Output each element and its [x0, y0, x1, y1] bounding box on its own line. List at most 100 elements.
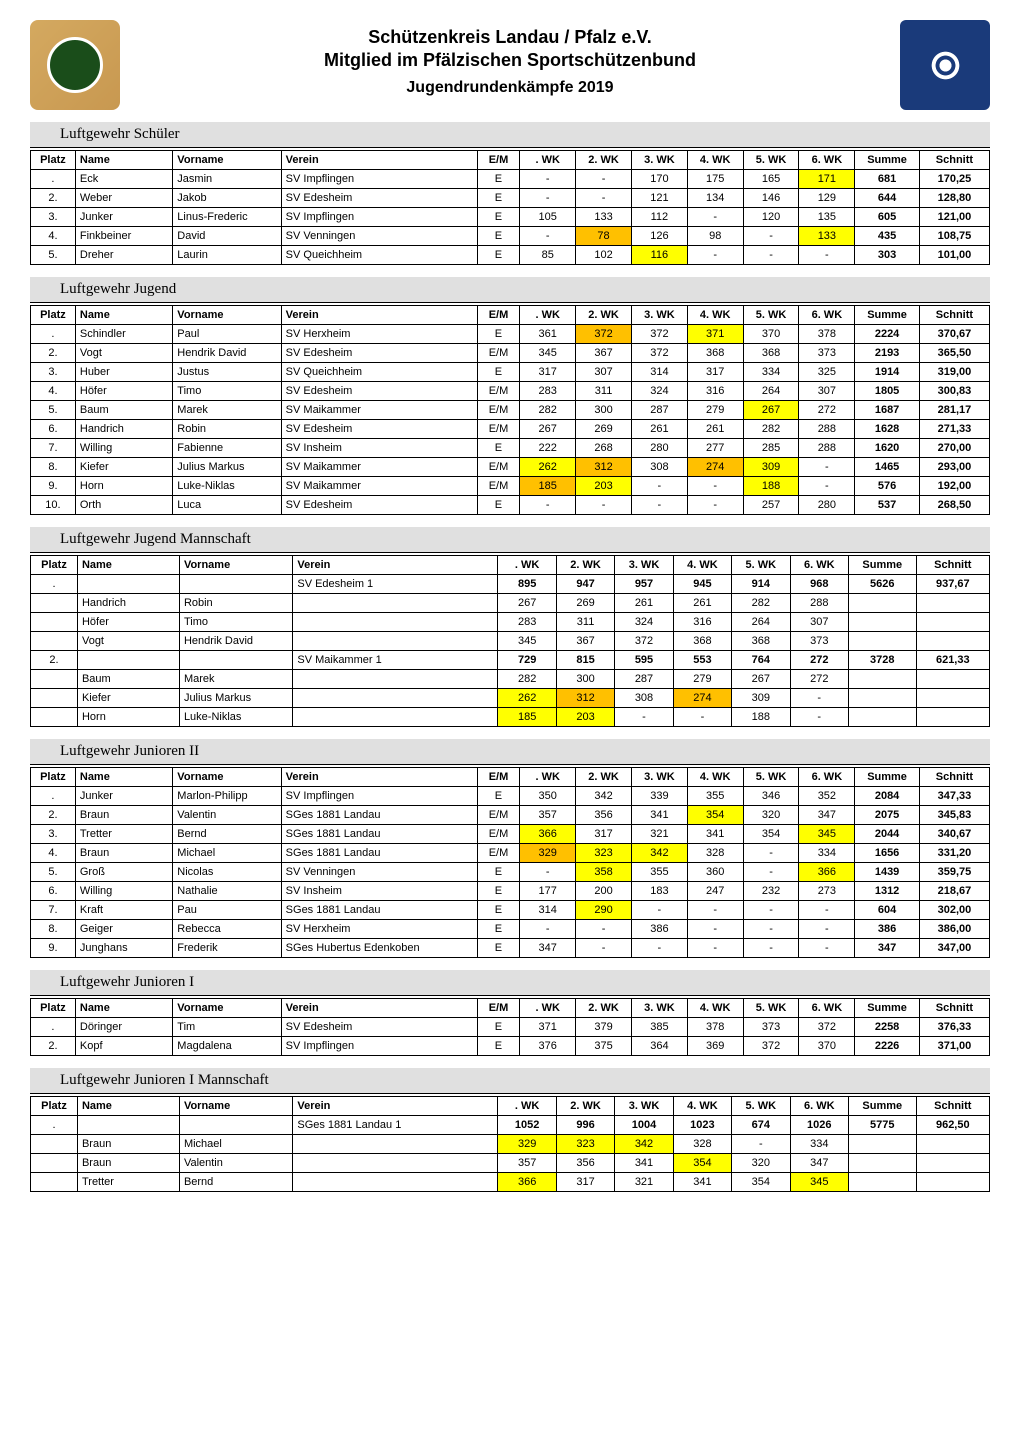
col-vorname: Vorname [179, 556, 292, 575]
cell-wk6: 135 [799, 208, 855, 227]
cell-verein: SV Queichheim [281, 246, 477, 265]
cell-platz: 2. [31, 651, 78, 670]
table-row: 3.JunkerLinus-FredericSV ImpflingenE1051… [31, 208, 990, 227]
col-wk5: 5. WK [743, 999, 799, 1018]
cell-name: Handrich [75, 420, 172, 439]
cell-wk3: - [631, 496, 687, 515]
cell-platz [31, 1154, 78, 1173]
cell-wk1: 262 [520, 458, 576, 477]
cell-schnitt: 359,75 [919, 863, 989, 882]
cell-platz: 9. [31, 477, 76, 496]
col-wk4: 4. WK [687, 768, 743, 787]
cell-wk1: 317 [520, 363, 576, 382]
cell-wk6: 171 [799, 170, 855, 189]
cell-verein [293, 670, 498, 689]
cell-platz: . [31, 1018, 76, 1037]
cell-vorname: Jakob [173, 189, 281, 208]
cell-verein [293, 1173, 498, 1192]
cell-vorname: Bernd [179, 1173, 292, 1192]
table-row: 9.HornLuke-NiklasSV MaikammerE/M185203--… [31, 477, 990, 496]
cell-name: Geiger [75, 920, 172, 939]
cell-em: E [477, 227, 520, 246]
cell-wk2: 375 [576, 1037, 632, 1056]
table-row: 4.FinkbeinerDavidSV VenningenE-7812698-1… [31, 227, 990, 246]
table-row: 3.TretterBerndSGes 1881 LandauE/M3663173… [31, 825, 990, 844]
cell-wk4: 553 [673, 651, 731, 670]
subtitle: Jugendrundenkämpfe 2019 [120, 79, 900, 97]
cell-wk5: 674 [732, 1116, 790, 1135]
cell-name: Kiefer [75, 458, 172, 477]
cell-verein: SGes 1881 Landau [281, 825, 477, 844]
cell-summe: 1465 [855, 458, 920, 477]
cell-name: Höfer [77, 613, 179, 632]
cell-schnitt: 345,83 [919, 806, 989, 825]
cell-em: E/M [477, 806, 520, 825]
cell-verein: SV Impflingen [281, 208, 477, 227]
cell-platz: 3. [31, 208, 76, 227]
col-verein: Verein [281, 999, 477, 1018]
col-wk3: 3. WK [631, 151, 687, 170]
cell-schnitt: 128,80 [919, 189, 989, 208]
cell-name: Baum [77, 670, 179, 689]
table-row: 6.HandrichRobinSV EdesheimE/M26726926126… [31, 420, 990, 439]
cell-wk3: 183 [631, 882, 687, 901]
cell-summe: 576 [855, 477, 920, 496]
cell-wk5: 372 [743, 1037, 799, 1056]
cell-verein: SV Impflingen [281, 170, 477, 189]
cell-summe: 2224 [855, 325, 920, 344]
cell-platz: 7. [31, 439, 76, 458]
cell-wk4: 316 [673, 613, 731, 632]
cell-verein: SGes 1881 Landau [281, 806, 477, 825]
cell-verein: SV Impflingen [281, 787, 477, 806]
cell-vorname: David [173, 227, 281, 246]
cell-wk1: 329 [498, 1135, 556, 1154]
table-row: .DöringerTimSV EdesheimE3713793853783733… [31, 1018, 990, 1037]
title-line-2: Mitglied im Pfälzischen Sportschützenbun… [120, 50, 900, 71]
cell-verein: SV Insheim [281, 882, 477, 901]
cell-name [77, 575, 179, 594]
col-wk4: 4. WK [687, 151, 743, 170]
cell-schnitt [916, 670, 989, 689]
cell-wk2: 102 [576, 246, 632, 265]
cell-wk3: 324 [615, 613, 673, 632]
cell-wk3: 342 [615, 1135, 673, 1154]
cell-em: E [477, 920, 520, 939]
col-schnitt: Schnitt [916, 1097, 989, 1116]
cell-verein: SV Herxheim [281, 325, 477, 344]
cell-summe: 2075 [855, 806, 920, 825]
cell-wk5: - [743, 939, 799, 958]
cell-verein: SV Venningen [281, 227, 477, 246]
cell-wk1: - [520, 496, 576, 515]
cell-wk1: 366 [520, 825, 576, 844]
col-vorname: Vorname [173, 768, 281, 787]
cell-verein: SV Edesheim [281, 189, 477, 208]
col-wk2: 2. WK [556, 556, 614, 575]
cell-schnitt: 302,00 [919, 901, 989, 920]
cell-wk2: 356 [576, 806, 632, 825]
table-row: 8.GeigerRebeccaSV HerxheimE--386---38638… [31, 920, 990, 939]
cell-name [77, 651, 179, 670]
col-wk6: 6. WK [790, 556, 848, 575]
col-wk6: 6. WK [799, 999, 855, 1018]
table-row: 4.HöferTimoSV EdesheimE/M283311324316264… [31, 382, 990, 401]
cell-wk3: - [631, 939, 687, 958]
cell-em: E/M [477, 825, 520, 844]
results-table: PlatzNameVornameVereinE/M. WK2. WK3. WK4… [30, 305, 990, 515]
cell-wk5: 282 [732, 594, 790, 613]
cell-wk2: 356 [556, 1154, 614, 1173]
section-header: Luftgewehr Schüler [30, 122, 990, 148]
col-platz: Platz [31, 151, 76, 170]
cell-wk1: 357 [498, 1154, 556, 1173]
cell-platz [31, 613, 78, 632]
cell-name: Huber [75, 363, 172, 382]
table-row: BraunMichael329323342328-334 [31, 1135, 990, 1154]
cell-wk4: - [687, 920, 743, 939]
cell-name: Braun [77, 1154, 179, 1173]
cell-wk2: 323 [556, 1135, 614, 1154]
cell-summe: 1914 [855, 363, 920, 382]
table-row: TretterBernd366317321341354345 [31, 1173, 990, 1192]
cell-name: Weber [75, 189, 172, 208]
cell-summe: 1312 [855, 882, 920, 901]
col-name: Name [77, 556, 179, 575]
col-wk4: 4. WK [673, 1097, 731, 1116]
